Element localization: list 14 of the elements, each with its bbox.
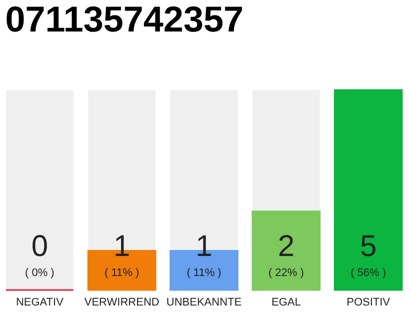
annotation: 0 (31, 230, 48, 263)
data-label: ( 11% ) (186, 267, 222, 279)
annotation: 2 (278, 230, 294, 263)
x-tick-label: EGAL (271, 296, 301, 308)
data-label: ( 11% ) (104, 267, 140, 279)
x-tick-label: VERWIRREND (84, 296, 160, 308)
chart-title: 071135742357 (5, 0, 244, 40)
annotation: 5 (360, 230, 377, 263)
x-tick-label: UNBEKANNTE (166, 296, 242, 308)
x-tick-label: POSITIV (346, 296, 391, 308)
data-label: ( 56% ) (350, 267, 386, 279)
data-label: ( 0% ) (25, 267, 54, 279)
data-label: ( 22% ) (268, 267, 304, 279)
x-tick-label: NEGATIV (16, 296, 64, 308)
